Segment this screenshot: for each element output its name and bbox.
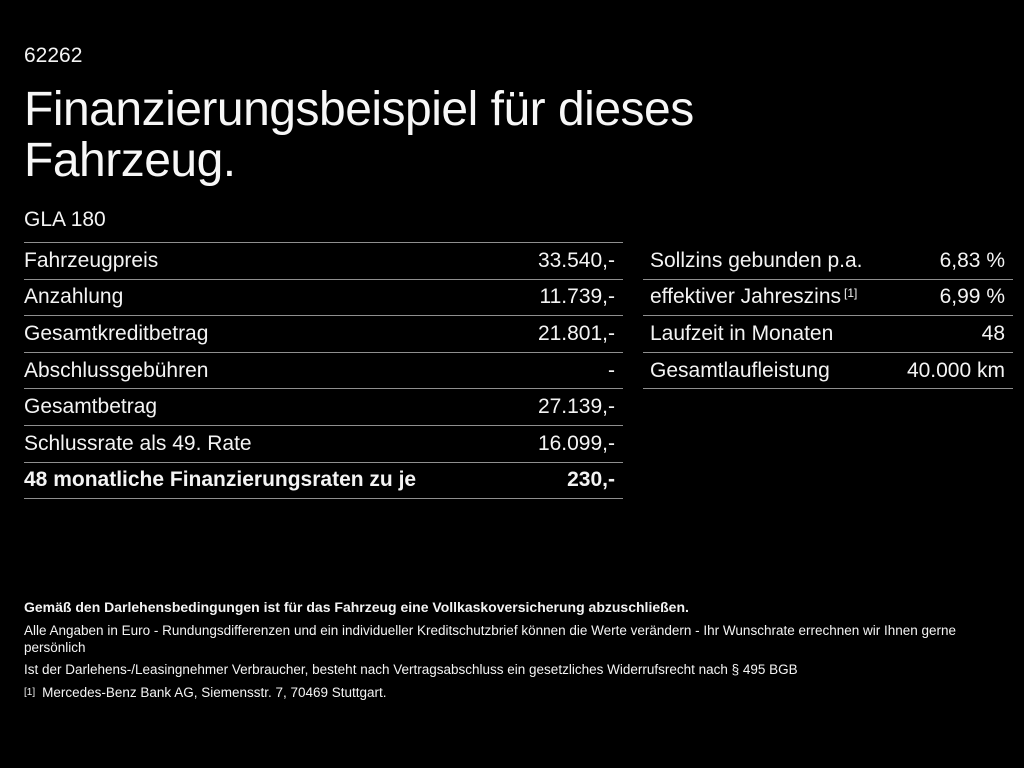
row-value: 6,99 % xyxy=(939,285,1005,309)
finance-table: Fahrzeugpreis 33.540,- Anzahlung 11.739,… xyxy=(24,242,623,500)
row-label: 48 monatliche Finanzierungsraten zu je xyxy=(24,468,417,492)
row-value: 48 xyxy=(981,321,1005,345)
vehicle-model-label: GLA 180 xyxy=(24,208,106,231)
row-value: 27.139,- xyxy=(537,395,615,419)
row-value: 33.540,- xyxy=(537,248,615,272)
table-row: Sollzins gebunden p.a. 6,83 % xyxy=(643,243,1013,280)
table-row: Fahrzeugpreis 33.540,- xyxy=(24,243,623,280)
row-label: Abschlussgebühren xyxy=(24,358,209,382)
row-value: - xyxy=(608,358,615,382)
table-row: Gesamtkreditbetrag 21.801,- xyxy=(24,316,623,353)
table-row: Abschlussgebühren - xyxy=(24,353,623,390)
disclaimer-line1: Alle Angaben in Euro - Rundungsdifferenz… xyxy=(24,623,957,655)
row-label: Gesamtlaufleistung xyxy=(650,358,830,382)
row-label: Anzahlung xyxy=(24,285,124,309)
conditions-table: Sollzins gebunden p.a. 6,83 % effektiver… xyxy=(643,243,1013,390)
page-title: Finanzierungsbeispiel für dieses Fahrzeu… xyxy=(24,84,694,186)
table-row: Schlussrate als 49. Rate 16.099,- xyxy=(24,426,623,463)
row-label: Laufzeit in Monaten xyxy=(650,321,834,345)
row-value: 16.099,- xyxy=(537,431,615,455)
fine-print-section: Gemäß den Darlehensbedingungen ist für d… xyxy=(24,599,1004,700)
row-label: Sollzins gebunden p.a. xyxy=(650,248,863,272)
table-row-monthly-rate: 48 monatliche Finanzierungsraten zu je 2… xyxy=(24,463,623,500)
row-label: Gesamtbetrag xyxy=(24,395,158,419)
row-value: 40.000 km xyxy=(906,358,1005,382)
footnote-reference: [1] xyxy=(844,286,858,301)
row-value: 11.739,- xyxy=(539,285,616,309)
insurance-note: Gemäß den Darlehensbedingungen ist für d… xyxy=(24,599,689,615)
table-row: Laufzeit in Monaten 48 xyxy=(643,316,1013,353)
row-value: 21.801,- xyxy=(537,321,615,345)
row-label: Schlussrate als 49. Rate xyxy=(24,431,252,455)
row-label: Fahrzeugpreis xyxy=(24,248,159,272)
footnote-marker: [1] xyxy=(24,686,36,698)
page-title-line2: Fahrzeug. xyxy=(24,134,236,187)
footnote-text: Mercedes-Benz Bank AG, Siemensstr. 7, 70… xyxy=(42,684,387,700)
table-row: effektiver Jahreszins [1] 6,99 % xyxy=(643,280,1013,317)
table-row: Anzahlung 11.739,- xyxy=(24,280,623,317)
bank-footnote: [1] Mercedes-Benz Bank AG, Siemensstr. 7,… xyxy=(24,685,1004,700)
table-row: Gesamtlaufleistung 40.000 km xyxy=(643,353,1013,390)
document-number: 62262 xyxy=(24,44,83,67)
row-value: 230,- xyxy=(567,468,615,492)
row-value: 6,83 % xyxy=(939,248,1005,272)
row-label: Gesamtkreditbetrag xyxy=(24,321,209,345)
page-title-line1: Finanzierungsbeispiel für dieses xyxy=(24,83,694,136)
row-label: effektiver Jahreszins [1] xyxy=(650,285,858,309)
disclaimer-line2: Ist der Darlehens-/Leasingnehmer Verbrau… xyxy=(24,661,798,677)
table-row: Gesamtbetrag 27.139,- xyxy=(24,389,623,426)
